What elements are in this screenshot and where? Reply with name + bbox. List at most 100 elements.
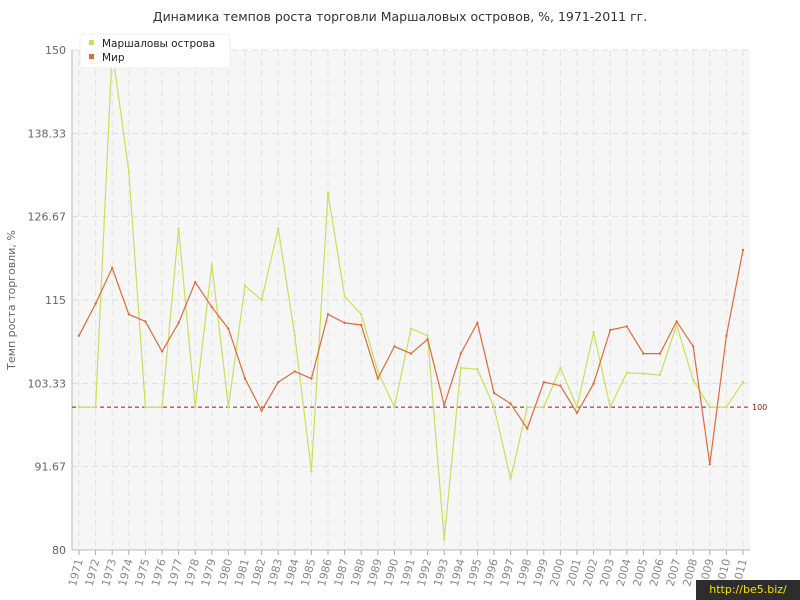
data-point xyxy=(227,327,230,330)
data-point xyxy=(243,377,247,380)
data-point xyxy=(376,370,379,373)
legend-swatch xyxy=(89,54,94,59)
data-point xyxy=(708,463,711,466)
data-point xyxy=(310,377,313,380)
data-point xyxy=(326,313,330,316)
data-point xyxy=(658,373,662,377)
data-point xyxy=(492,405,496,409)
y-tick-label: 115 xyxy=(45,294,66,307)
data-point xyxy=(210,305,213,309)
data-point xyxy=(343,295,346,298)
data-point xyxy=(658,352,662,355)
data-point xyxy=(559,366,562,370)
y-axis-label: Темп роста торговли, % xyxy=(5,230,18,371)
data-point xyxy=(509,402,512,405)
chart-title: Динамика темпов роста торговли Маршаловы… xyxy=(153,9,647,24)
y-tick-label: 80 xyxy=(52,544,66,557)
data-point xyxy=(459,366,462,370)
watermark-link[interactable]: http://be5.biz/ xyxy=(696,580,800,600)
data-point xyxy=(177,227,180,230)
data-point xyxy=(675,320,678,323)
data-point xyxy=(144,320,147,323)
data-point xyxy=(144,405,147,409)
data-point xyxy=(443,403,446,407)
legend-item-label[interactable]: Маршаловы острова xyxy=(102,38,215,50)
data-point xyxy=(177,321,180,325)
data-point xyxy=(559,384,562,387)
data-point xyxy=(343,321,346,325)
data-point xyxy=(127,313,130,316)
data-point xyxy=(360,313,363,316)
data-point xyxy=(609,328,612,332)
data-point xyxy=(592,382,595,385)
data-point xyxy=(77,334,81,337)
data-point xyxy=(426,338,429,341)
legend-swatch xyxy=(89,40,94,45)
data-point xyxy=(725,405,728,409)
data-point xyxy=(260,298,263,302)
data-point xyxy=(575,411,579,415)
data-point xyxy=(77,405,81,409)
data-point xyxy=(194,405,197,409)
data-point xyxy=(459,352,462,355)
data-point xyxy=(194,280,197,284)
y-tick-label: 91.67 xyxy=(35,461,67,474)
data-point xyxy=(526,405,529,409)
data-point xyxy=(443,538,446,541)
data-point xyxy=(675,323,678,327)
data-point xyxy=(642,372,645,375)
data-point xyxy=(210,263,213,266)
data-point xyxy=(293,370,296,373)
data-point xyxy=(476,321,479,325)
data-point xyxy=(310,470,313,473)
data-point xyxy=(526,427,529,430)
data-point xyxy=(642,352,645,355)
data-point xyxy=(243,284,247,287)
data-point xyxy=(393,405,396,409)
data-point xyxy=(94,302,97,305)
data-point xyxy=(509,477,512,480)
data-point xyxy=(692,378,695,382)
data-point xyxy=(542,380,545,384)
reference-line-label: 100 xyxy=(752,403,767,412)
data-point xyxy=(160,405,164,409)
series-group xyxy=(77,48,745,541)
y-tick-label: 150 xyxy=(45,44,66,57)
data-point xyxy=(360,323,363,327)
data-point xyxy=(692,345,695,348)
legend[interactable]: Маршаловы острова Мир xyxy=(79,33,231,69)
data-point xyxy=(260,409,263,412)
data-point xyxy=(326,191,330,195)
data-point xyxy=(741,248,745,252)
y-tick-label: 138.33 xyxy=(28,127,67,140)
legend-item-label[interactable]: Мир xyxy=(102,52,125,64)
data-point xyxy=(575,405,579,409)
legend-box xyxy=(79,33,231,69)
data-point xyxy=(293,334,296,337)
data-point xyxy=(426,334,429,337)
data-point xyxy=(708,405,711,409)
data-point xyxy=(277,380,280,384)
data-point xyxy=(393,345,396,348)
data-point xyxy=(127,170,130,173)
data-point xyxy=(409,327,413,330)
data-point xyxy=(409,352,413,355)
data-point xyxy=(625,325,628,328)
y-tick-label: 103.33 xyxy=(28,377,67,390)
data-point xyxy=(376,377,379,380)
data-point xyxy=(94,405,97,409)
data-point xyxy=(741,380,745,384)
data-point xyxy=(609,405,612,409)
data-point xyxy=(492,391,496,395)
data-point xyxy=(625,371,628,375)
y-tick-label: 126.67 xyxy=(28,211,67,224)
data-point xyxy=(227,405,230,409)
data-point xyxy=(160,350,164,353)
data-point xyxy=(542,405,545,409)
data-point xyxy=(725,334,728,337)
data-point xyxy=(592,330,595,334)
data-point xyxy=(277,227,280,230)
data-point xyxy=(476,368,479,371)
data-point xyxy=(111,266,114,270)
